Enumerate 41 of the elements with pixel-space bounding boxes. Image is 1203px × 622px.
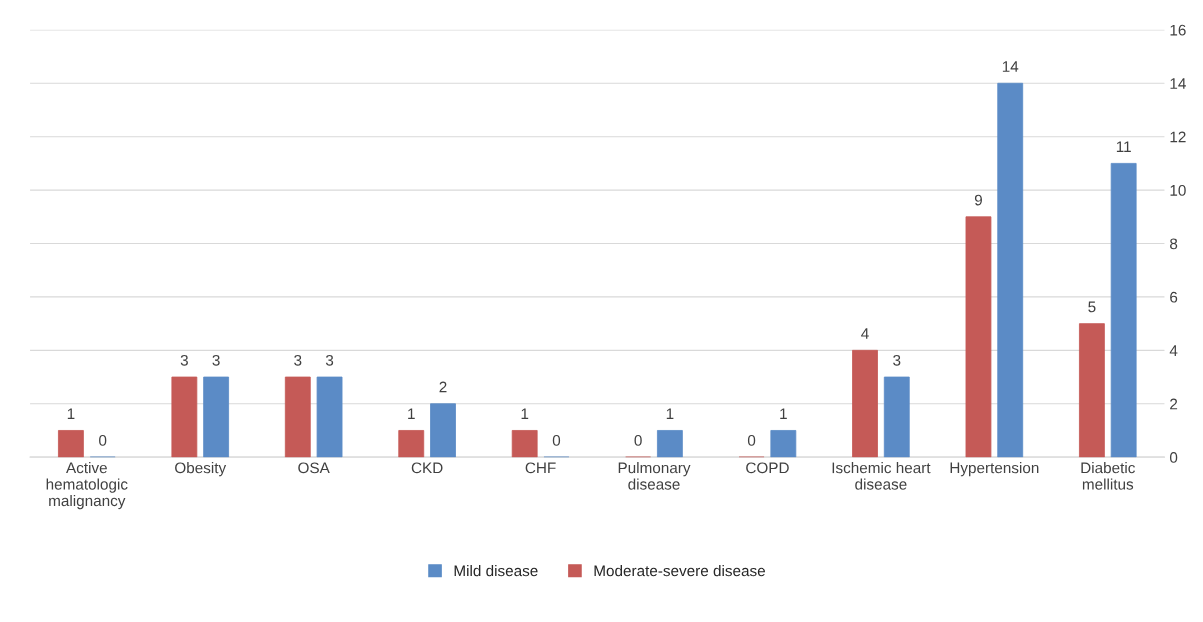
data-label: 3	[325, 354, 334, 366]
y-tick-label: 4	[1169, 345, 1178, 356]
x-tick-label: OSA	[298, 462, 330, 474]
data-label: 1	[67, 408, 75, 419]
x-tick-label: Diabetic mellitus	[1081, 462, 1135, 490]
y-tick-label: 14	[1170, 78, 1186, 89]
data-label: 14	[1002, 61, 1019, 72]
y-tick-label: 16	[1170, 24, 1186, 36]
data-label: 0	[634, 435, 642, 446]
data-label: 3	[294, 354, 302, 366]
data-label: 11	[1116, 141, 1131, 152]
x-tick-label: Obesity	[175, 462, 227, 477]
y-tick-label: 2	[1170, 398, 1178, 410]
data-label: 4	[861, 328, 869, 339]
data-label: 1	[408, 408, 415, 419]
data-label: 0	[747, 435, 756, 446]
x-tick-label: CHF	[525, 462, 556, 474]
y-tick-label: 6	[1170, 291, 1178, 303]
data-label: 3	[893, 354, 901, 366]
x-tick-label: Pulmonary disease	[618, 462, 691, 490]
x-tick-label: Active hematologic malignancy	[46, 462, 128, 510]
data-label: 0	[552, 435, 561, 446]
data-label: 9	[974, 194, 982, 206]
x-tick-label: Ischemic heart disease	[832, 462, 931, 490]
y-tick-label: 8	[1170, 238, 1178, 250]
x-tick-label: COPD	[746, 462, 789, 474]
y-tick-label: 0	[1169, 452, 1178, 463]
legend-label: Moderate-severe disease	[594, 565, 765, 577]
data-label: 1	[780, 408, 787, 419]
data-label: 3	[180, 354, 188, 366]
data-label: 2	[439, 381, 447, 393]
data-label: 1	[666, 408, 674, 419]
x-tick-label: Hypertension	[950, 462, 1039, 477]
y-tick-label: 10	[1170, 184, 1186, 196]
y-tick-label: 12	[1170, 131, 1186, 143]
data-label: 1	[521, 408, 529, 419]
data-label: 3	[212, 354, 220, 366]
legend-label: Mild disease	[454, 565, 538, 577]
data-label: 0	[99, 435, 107, 446]
x-tick-label: CKD	[411, 462, 443, 474]
data-label: 5	[1088, 301, 1096, 313]
